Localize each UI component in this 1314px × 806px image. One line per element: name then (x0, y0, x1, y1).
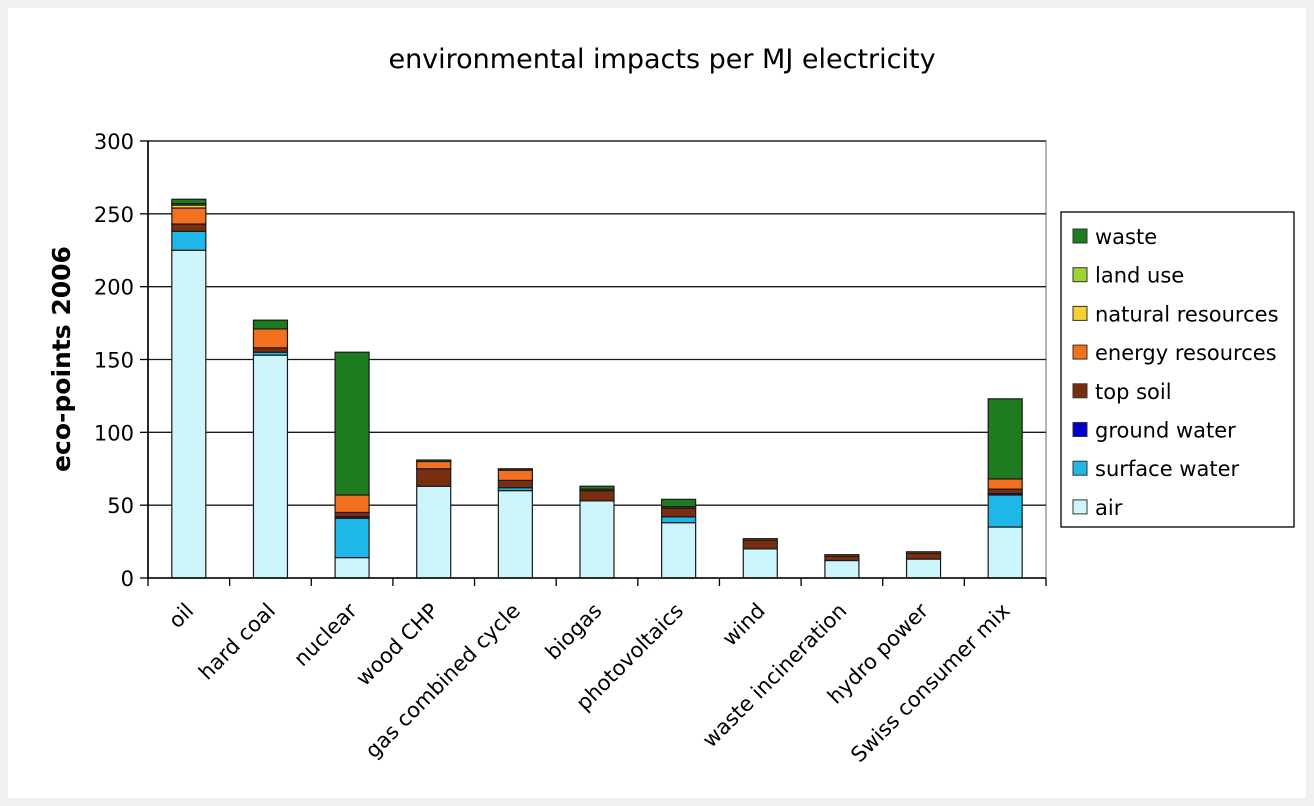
bar-segment-oil-waste (171, 198, 207, 205)
legend-box (1060, 211, 1295, 528)
x-tick-label-gas-combined-cycle: gas combined cycle (361, 599, 525, 763)
bar-segment-swiss-consumer-mix-energy-resources (987, 478, 1023, 490)
bar-segment-wind-air (742, 548, 778, 579)
bar-segment-nuclear-top-soil (334, 511, 370, 518)
bar-segment-oil-surface-water (171, 230, 207, 251)
bar-segment-wood-chp-air (416, 485, 452, 579)
bar-segment-hydro-power-top-soil (905, 552, 942, 560)
legend-swatch-surface-water (1072, 460, 1088, 476)
bar-segment-nuclear-air (334, 557, 370, 579)
bar-segment-hard-coal-air (252, 354, 289, 579)
legend-swatch-air (1072, 499, 1088, 515)
legend-swatch-waste (1072, 228, 1088, 244)
bar-segment-swiss-consumer-mix-top-soil (987, 488, 1023, 495)
bar-segment-hard-coal-waste (252, 319, 289, 330)
bar-segment-oil-energy-resources (171, 207, 207, 225)
legend: waste land use natural resources energy res… (1060, 211, 1295, 528)
bar-segment-hydro-power-air (905, 558, 942, 579)
bar-segment-biogas-top-soil (579, 490, 615, 502)
bar-segment-swiss-consumer-mix-air (987, 526, 1023, 579)
legend-swatch-land-use (1072, 267, 1088, 283)
x-tick-label-oil: oil (164, 599, 198, 633)
y-tick-label: 300 (94, 130, 134, 154)
bar-segment-swiss-consumer-mix-waste (987, 398, 1023, 480)
x-tick-label-waste-incineration: waste incineration (698, 599, 852, 753)
bar-segment-wood-chp-waste (416, 459, 452, 463)
x-tick-label-swiss-consumer-mix: Swiss consumer mix (846, 599, 1014, 767)
legend-swatch-top-soil (1072, 383, 1088, 399)
legend-swatch-natural-resources (1072, 305, 1088, 321)
y-tick-label: 50 (107, 494, 134, 518)
x-tick-label-wind: wind (718, 599, 770, 651)
bar-segment-gas-combined-cycle-waste (497, 468, 533, 471)
bars (171, 198, 1023, 579)
bar-segment-gas-combined-cycle-top-soil (497, 479, 533, 489)
bar-segment-nuclear-waste (334, 351, 370, 496)
y-tick-label: 200 (94, 276, 134, 300)
legend-label-natural-resources: natural resources (1095, 302, 1279, 326)
bar-segment-biogas-air (579, 500, 615, 579)
x-tick-label-hard-coal: hard coal (194, 599, 280, 685)
legend-swatch-energy-resources (1072, 344, 1088, 360)
bar-segment-waste-incineration-air (824, 559, 860, 579)
bar-segment-photovoltaics-waste (661, 498, 697, 508)
bar-segment-photovoltaics-surface-water (661, 516, 697, 524)
chart-title: environmental impacts per MJ electricity (388, 44, 935, 75)
bar-segment-photovoltaics-top-soil (661, 507, 697, 518)
bar-segment-waste-incineration-energy-resources (824, 554, 860, 557)
bar-segment-waste-incineration-top-soil (824, 555, 860, 562)
legend-swatch-ground-water (1072, 422, 1088, 437)
bar-segment-biogas-waste (579, 485, 615, 490)
bar-segment-oil-top-soil (171, 223, 207, 232)
bar-segment-wood-chp-energy-resources (416, 460, 452, 470)
bar-segment-gas-combined-cycle-energy-resources (497, 469, 533, 482)
y-tick-label: 0 (121, 567, 134, 591)
bar-segment-wind-top-soil (742, 539, 778, 550)
legend-label-air: air (1095, 496, 1123, 520)
y-tick-label: 150 (94, 349, 134, 373)
y-tick-label: 100 (94, 421, 134, 445)
bar-segment-gas-combined-cycle-air (497, 490, 533, 579)
legend-label-energy-resources: energy resources (1095, 341, 1277, 365)
bar-segment-hard-coal-top-soil (252, 347, 289, 353)
bar-segment-oil-air (171, 249, 207, 579)
legend-label-top-soil: top soil (1095, 380, 1172, 404)
bar-segment-wood-chp-top-soil (416, 468, 452, 487)
bar-segment-hydro-power-energy-resources (905, 551, 942, 554)
bar-segment-photovoltaics-air (661, 522, 697, 579)
bar-segment-nuclear-energy-resources (334, 494, 370, 514)
y-axis-label: eco-points 2006 (47, 246, 76, 472)
x-tick-label-biogas: biogas (541, 599, 607, 665)
legend-label-waste: waste (1095, 225, 1157, 249)
y-tick-label: 250 (94, 203, 134, 227)
bar-segment-wind-energy-resources (742, 538, 778, 541)
bar-segment-hard-coal-energy-resources (252, 328, 289, 349)
x-tick-label-nuclear: nuclear (289, 598, 362, 671)
legend-label-surface-water: surface water (1095, 457, 1239, 481)
bar-segment-swiss-consumer-mix-surface-water (987, 494, 1023, 528)
legend-label-ground-water: ground water (1095, 419, 1236, 443)
legend-label-land-use: land use (1095, 264, 1184, 288)
bar-segment-nuclear-surface-water (334, 517, 370, 559)
